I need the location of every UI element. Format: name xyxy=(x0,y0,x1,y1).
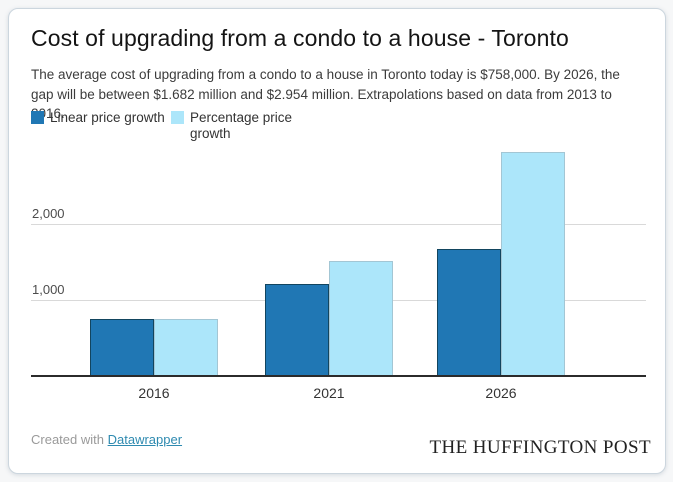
plot-area: 1,000 2,000 2016 2021 2026 xyxy=(31,149,646,401)
legend-label-percentage: Percentage price growth xyxy=(190,110,293,141)
chart-title: Cost of upgrading from a condo to a hous… xyxy=(31,25,569,51)
x-axis-label-2016: 2016 xyxy=(138,385,170,401)
gridline-2,000 xyxy=(31,224,646,225)
legend: Linear price growth Percentage price gro… xyxy=(31,110,302,142)
x-axis-label-2021: 2021 xyxy=(313,385,345,401)
x-axis-line xyxy=(31,375,646,377)
bar-2021-linear xyxy=(265,284,329,377)
legend-swatch-linear xyxy=(31,111,44,124)
bar-2016-linear xyxy=(90,319,154,377)
created-with-text: Created with xyxy=(31,432,104,447)
bar-2016-percentage xyxy=(154,319,218,377)
x-axis-label-2026: 2026 xyxy=(485,385,517,401)
chart-card: Cost of upgrading from a condo to a hous… xyxy=(8,8,666,474)
bar-2026-percentage xyxy=(501,152,565,377)
y-tick-label-1,000: 1,000 xyxy=(32,282,65,297)
datawrapper-link[interactable]: Datawrapper xyxy=(107,432,183,447)
legend-swatch-percentage xyxy=(171,111,184,124)
attribution: Created with Datawrapper xyxy=(31,432,182,447)
bar-2026-linear xyxy=(437,249,501,377)
y-tick-label-2,000: 2,000 xyxy=(32,206,65,221)
chart-description: The average cost of upgrading from a con… xyxy=(31,67,620,122)
bar-2021-percentage xyxy=(329,261,393,377)
legend-label-linear: Linear price growth xyxy=(50,110,165,125)
legend-item-linear: Linear price growth xyxy=(31,110,171,142)
legend-item-percentage: Percentage price growth xyxy=(171,110,302,142)
huffington-post-logo: THE HUFFINGTON POST xyxy=(429,437,651,458)
